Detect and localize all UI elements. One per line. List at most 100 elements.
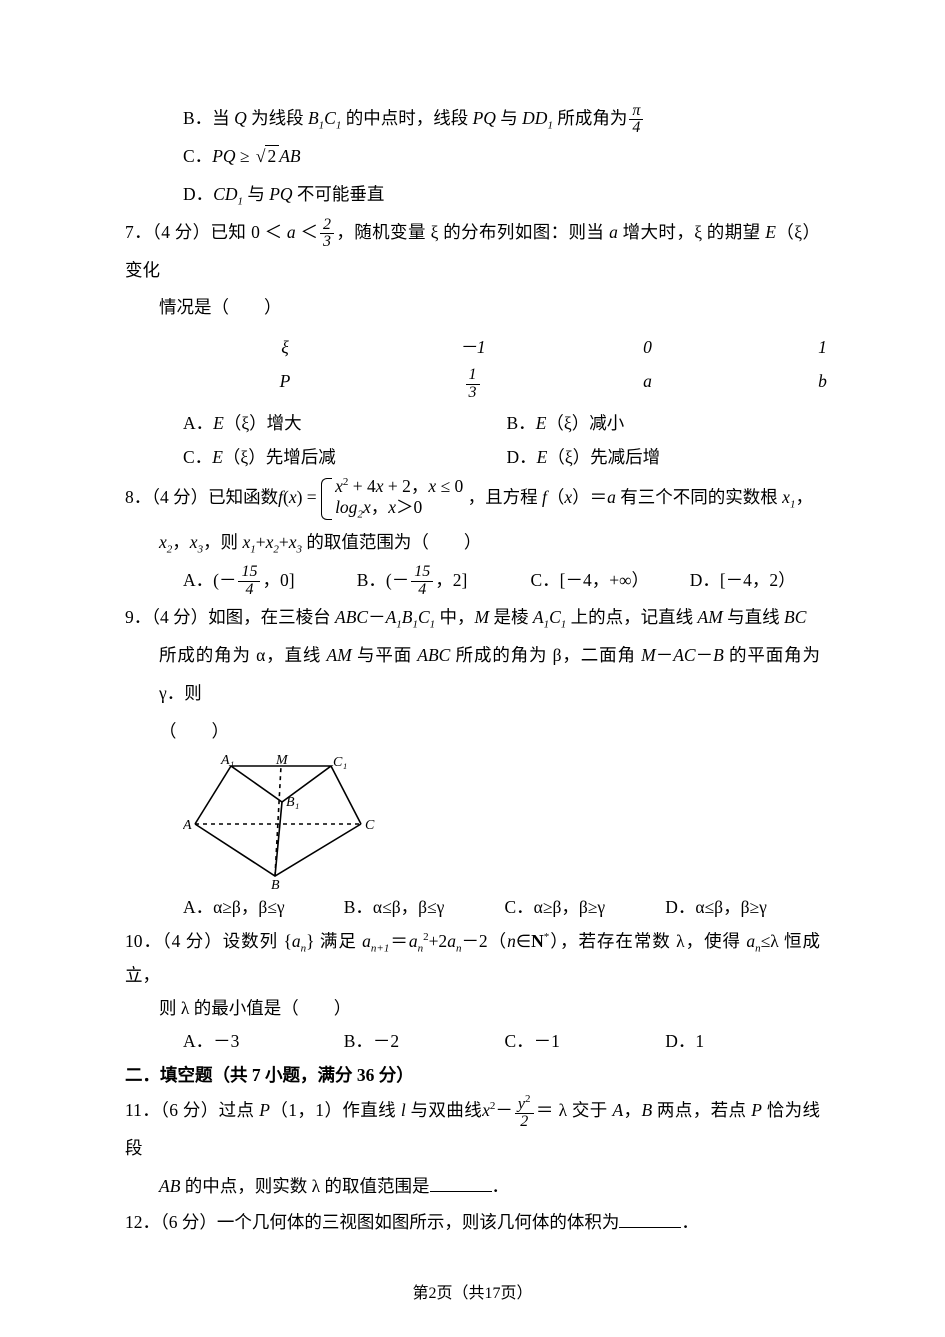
log: log	[335, 497, 357, 517]
q7-option-c: C．E（ξ）先增后减	[183, 441, 497, 474]
var-x: x	[363, 497, 371, 517]
var-a: a	[609, 222, 618, 242]
text: ) =	[297, 487, 321, 507]
var: AM	[698, 607, 723, 627]
fraction: 154	[238, 564, 260, 599]
text: 8．（4 分）已知函数	[125, 487, 278, 507]
text: 10．（4 分）设数列 {	[125, 931, 292, 951]
var: AM	[326, 645, 351, 665]
var-pq: PQ	[269, 184, 292, 204]
q10-option-c: C．－1	[505, 1025, 660, 1058]
text: 与	[243, 184, 269, 204]
text: +	[279, 532, 289, 552]
fraction: 23	[320, 217, 334, 252]
q10-line2: 则 λ 的最小值是（ ）	[125, 992, 820, 1025]
label-c1: C₁	[333, 755, 347, 770]
var: n	[507, 931, 516, 951]
label-m: M	[275, 754, 289, 768]
var-x: x	[388, 497, 396, 517]
var-e: E	[212, 447, 223, 467]
q9-option-d: D．α≤β，β≥γ	[665, 891, 820, 924]
var-ab: AB	[279, 146, 300, 166]
text: 两点，若点	[652, 1100, 751, 1120]
q9-line2: 所成的角为 α，直线 AM 与平面 ABC 所成的角为 β，二面角 M－AC－B…	[125, 637, 820, 712]
piecewise-cases: x2 + 4x + 2，x ≤ 0 log2x，x＞0	[321, 476, 463, 522]
q6-option-b: B．当 Q 为线段 B1C1 的中点时，线段 PQ 与 DD1 所成角为π4	[125, 100, 820, 138]
q9-line1: 9．（4 分）如图，在三棱台 ABC－A1B1C1 中，M 是棱 A1C1 上的…	[125, 599, 820, 637]
text: B．(－	[357, 570, 410, 590]
q10-line1: 10．（4 分）设数列 {an} 满足 an+1＝an2+2an－2（n∈N*）…	[125, 925, 820, 993]
table-cell: 1	[735, 333, 910, 361]
case-1: x2 + 4x + 2，x ≤ 0	[335, 476, 463, 497]
text: ，则	[203, 532, 242, 552]
text: ，	[623, 1100, 641, 1120]
text: C．	[183, 146, 212, 166]
denominator: 3	[320, 234, 334, 251]
q8-option-c: C．[－4，+∞）	[530, 562, 689, 600]
q9-option-a: A．α≥β，β≤γ	[183, 891, 338, 924]
text: ，且方程	[468, 487, 542, 507]
q8-options: A．(－154，0] B．(－154，2] C．[－4，+∞） D．[－4，2）	[125, 562, 820, 600]
var: C	[549, 607, 561, 627]
text: 12．（6 分）一个几何体的三视图如图所示，则该几何体的体积为	[125, 1212, 619, 1232]
edge-aa1	[195, 766, 231, 824]
text: 9．（4 分）如图，在三棱台	[125, 607, 335, 627]
text: －	[656, 645, 674, 665]
var-x: x	[159, 532, 167, 552]
table-cell: 0	[560, 333, 735, 361]
q12-line1: 12．（6 分）一个几何体的三视图如图所示，则该几何体的体积为．	[125, 1206, 820, 1239]
text: ，	[371, 497, 389, 517]
var-x: x	[289, 487, 297, 507]
q8-line1: 8．（4 分）已知函数f(x) = x2 + 4x + 2，x ≤ 0 log2…	[125, 474, 820, 524]
var: C	[418, 607, 430, 627]
page: B．当 Q 为线段 B1C1 的中点时，线段 PQ 与 DD1 所成角为π4 C…	[0, 0, 945, 1337]
var: N	[531, 931, 544, 951]
text: （ξ）增大	[224, 413, 302, 433]
numerator: 2	[320, 217, 334, 235]
text: －	[495, 1100, 513, 1120]
text: + 2，	[384, 476, 429, 496]
denominator: 4	[238, 582, 260, 599]
section-2-heading: 二．填空题（共 7 小题，满分 36 分）	[125, 1059, 820, 1092]
text: A．(－	[183, 570, 236, 590]
table-cell: b	[735, 367, 910, 402]
var-x: x	[428, 476, 436, 496]
table-cell: －1	[385, 333, 560, 361]
var: P	[259, 1100, 270, 1120]
q10-option-b: B．－2	[344, 1025, 499, 1058]
sub: n	[418, 942, 424, 954]
var-a: a	[287, 222, 296, 242]
q11-line2: AB 的中点，则实数 λ 的取值范围是．	[125, 1168, 820, 1206]
fill-blank[interactable]	[430, 1174, 492, 1193]
q8-line2: x2，x3，则 x1+x2+x3 的取值范围为（ ）	[125, 524, 820, 562]
text: ，	[795, 487, 813, 507]
text: （ξ）减小	[546, 413, 624, 433]
q9-figure: A₁ M C₁ B₁ A C B	[183, 754, 378, 889]
label-b: B	[271, 878, 280, 889]
var: M	[475, 607, 490, 627]
text: 的中点，则实数 λ 的取值范围是	[180, 1176, 429, 1196]
var: B	[713, 645, 724, 665]
var: AB	[159, 1176, 180, 1196]
q7-line1: 7．（4 分）已知 0 ＜ a ＜23，随机变量 ξ 的分布列如图：则当 a 增…	[125, 214, 820, 289]
text: 是棱	[489, 607, 533, 627]
q7-option-d: D．E（ξ）先减后增	[507, 441, 821, 474]
q10-options: A．－3 B．－2 C．－1 D．1	[125, 1025, 820, 1058]
var-x: x	[289, 532, 297, 552]
q6-option-d: D．CD1 与 PQ 不可能垂直	[125, 176, 820, 214]
var-e: E	[536, 413, 547, 433]
q7-options: A．E（ξ）增大 B．E（ξ）减小 C．E（ξ）先增后减 D．E（ξ）先减后增	[125, 407, 820, 474]
q10-option-a: A．－3	[183, 1025, 338, 1058]
var: ABC	[417, 645, 450, 665]
fill-blank[interactable]	[619, 1209, 681, 1228]
text: ，2]	[435, 570, 467, 590]
var: A	[533, 607, 544, 627]
q7-option-a: A．E（ξ）增大	[183, 407, 497, 440]
text: 不可能垂直	[293, 184, 385, 204]
text: （ξ）先减后增	[547, 447, 660, 467]
fraction: y22	[515, 1094, 534, 1131]
sqrt: √2	[254, 138, 279, 176]
page-footer: 第2页（共17页）	[0, 1277, 945, 1311]
text: 增大时，ξ 的期望	[618, 222, 765, 242]
var-dd: DD	[522, 108, 547, 128]
